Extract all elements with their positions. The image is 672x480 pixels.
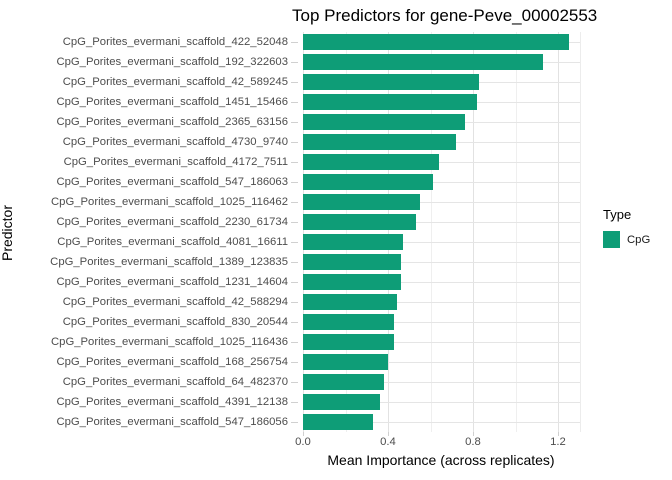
y-axis-label: CpG_Porites_evermani_scaffold_2230_61734 <box>56 216 288 228</box>
y-tick-mark <box>291 262 298 263</box>
bar <box>303 394 380 410</box>
chart-title: Top Predictors for gene-Peve_00002553 <box>292 6 598 25</box>
y-axis-label: CpG_Porites_evermani_scaffold_1025_11646… <box>51 196 288 208</box>
bar <box>303 254 401 270</box>
gridline-y-major <box>303 322 580 323</box>
gridline-y-major <box>303 182 580 183</box>
legend-title: Type <box>603 207 632 222</box>
y-tick-mark <box>291 242 298 243</box>
x-tick-mark <box>303 432 304 436</box>
bar <box>303 334 395 350</box>
y-tick-mark <box>291 102 298 103</box>
bar <box>303 74 480 90</box>
gridline-y-major <box>303 402 580 403</box>
x-tick-label: 1.2 <box>550 436 566 448</box>
legend-entry-label: CpG <box>627 233 651 246</box>
y-tick-mark <box>291 362 298 363</box>
gridline-x-major <box>303 32 304 432</box>
y-axis-label: CpG_Porites_evermani_scaffold_2365_63156 <box>56 116 288 128</box>
y-axis-label: CpG_Porites_evermani_scaffold_1451_15466 <box>56 96 288 108</box>
y-axis-label: CpG_Porites_evermani_scaffold_547_186063 <box>56 176 288 188</box>
y-axis-label: CpG_Porites_evermani_scaffold_4730_9740 <box>62 136 288 148</box>
y-tick-mark <box>291 122 298 123</box>
bar <box>303 114 465 130</box>
y-tick-mark <box>291 42 298 43</box>
bar <box>303 354 388 370</box>
bar <box>303 374 384 390</box>
y-axis-label: CpG_Porites_evermani_scaffold_168_256754 <box>56 356 288 368</box>
bar <box>303 274 401 290</box>
bar <box>303 54 544 70</box>
gridline-y-major <box>303 242 580 243</box>
gridline-y-major <box>303 422 580 423</box>
plot-panel <box>303 32 581 432</box>
gridline-y-major <box>303 202 580 203</box>
legend-entry: CpG <box>603 231 650 248</box>
x-tick-mark <box>473 432 474 436</box>
y-axis-label: CpG_Porites_evermani_scaffold_547_186056 <box>56 416 288 428</box>
y-tick-mark <box>291 82 298 83</box>
y-tick-mark <box>291 282 298 283</box>
y-axis-label: CpG_Porites_evermani_scaffold_4391_12138 <box>56 396 288 408</box>
gridline-y-major <box>303 382 580 383</box>
y-axis-label: CpG_Porites_evermani_scaffold_42_588294 <box>62 296 288 308</box>
bar <box>303 214 416 230</box>
y-tick-mark <box>291 142 298 143</box>
y-tick-mark <box>291 402 298 403</box>
x-tick-mark <box>558 432 559 436</box>
gridline-x-major <box>558 32 559 432</box>
bar <box>303 294 397 310</box>
x-tick-label: 0.4 <box>380 436 396 448</box>
bar <box>303 414 374 430</box>
y-axis-label: CpG_Porites_evermani_scaffold_4081_16611 <box>57 236 288 248</box>
y-axis-label: CpG_Porites_evermani_scaffold_4172_7511 <box>63 156 288 168</box>
y-tick-mark <box>291 382 298 383</box>
gridline-x-minor <box>515 32 517 432</box>
gridline-y-major <box>303 302 580 303</box>
y-tick-mark <box>291 162 298 163</box>
gridline-x-minor <box>430 32 432 432</box>
y-tick-mark <box>291 222 298 223</box>
legend-color-swatch-icon <box>603 231 620 248</box>
bar <box>303 154 439 170</box>
gridline-y-major <box>303 222 580 223</box>
y-axis-label: CpG_Porites_evermani_scaffold_1231_14604 <box>56 276 288 288</box>
bar <box>303 94 478 110</box>
y-axis-label: CpG_Porites_evermani_scaffold_830_20544 <box>62 316 288 328</box>
y-axis-label: CpG_Porites_evermani_scaffold_42_589245 <box>62 76 288 88</box>
y-tick-mark <box>291 422 298 423</box>
x-tick-label: 0.0 <box>295 436 311 448</box>
gridline-y-major <box>303 342 580 343</box>
gridline-y-major <box>303 362 580 363</box>
gridline-y-major <box>303 262 580 263</box>
gridline-x-major <box>388 32 389 432</box>
x-tick-mark <box>388 432 389 436</box>
y-tick-mark <box>291 302 298 303</box>
bar <box>303 134 456 150</box>
y-axis-label: CpG_Porites_evermani_scaffold_1389_12383… <box>50 256 288 268</box>
bar <box>303 234 403 250</box>
y-axis-label: CpG_Porites_evermani_scaffold_192_322603 <box>56 56 288 68</box>
y-tick-mark <box>291 182 298 183</box>
legend: Type CpG <box>603 207 650 248</box>
y-axis-label: CpG_Porites_evermani_scaffold_1025_11643… <box>51 336 288 348</box>
y-axis-label: CpG_Porites_evermani_scaffold_64_482370 <box>62 376 288 388</box>
bar <box>303 194 420 210</box>
gridline-y-major <box>303 162 580 163</box>
bar <box>303 314 395 330</box>
y-tick-mark <box>291 62 298 63</box>
y-tick-mark <box>291 342 298 343</box>
gridline-x-minor <box>345 32 347 432</box>
x-axis-title: Mean Importance (across replicates) <box>327 452 555 468</box>
y-tick-mark <box>291 322 298 323</box>
bar <box>303 34 569 50</box>
y-tick-mark <box>291 202 298 203</box>
gridline-y-major <box>303 282 580 283</box>
x-tick-label: 0.8 <box>465 436 481 448</box>
gridline-x-major <box>473 32 474 432</box>
bar <box>303 174 433 190</box>
y-axis-label: CpG_Porites_evermani_scaffold_422_52048 <box>62 36 288 48</box>
